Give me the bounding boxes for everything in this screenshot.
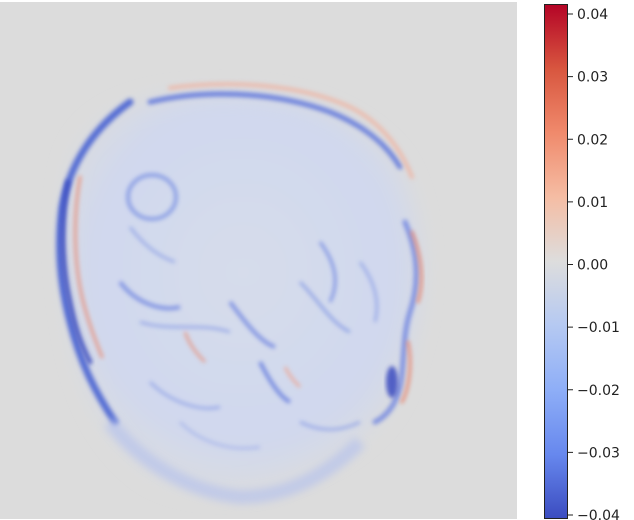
colorbar-tick-label: 0.03 xyxy=(577,70,608,86)
colorbar-tick-label: 0.04 xyxy=(577,7,608,23)
colorbar-tick-label: −0.02 xyxy=(577,383,620,399)
colorbar-tick-label: −0.01 xyxy=(577,320,620,336)
colorbar-ticks: 0.04 0.03 0.02 0.01 0.00 −0.01 −0.02 −0.03 −0.04 xyxy=(568,0,634,520)
colorbar-tick-label: −0.04 xyxy=(577,508,620,520)
colorbar xyxy=(544,4,568,519)
colorbar-tick-label: 0.01 xyxy=(577,195,608,211)
face-dark-spot xyxy=(386,366,398,398)
saliency-map-image xyxy=(0,2,517,519)
colorbar-tick-label: −0.03 xyxy=(577,445,620,461)
colorbar-tick-label: 0.00 xyxy=(577,258,608,274)
colorbar-gradient xyxy=(545,5,568,519)
colorbar-tick-label: 0.02 xyxy=(577,132,608,148)
